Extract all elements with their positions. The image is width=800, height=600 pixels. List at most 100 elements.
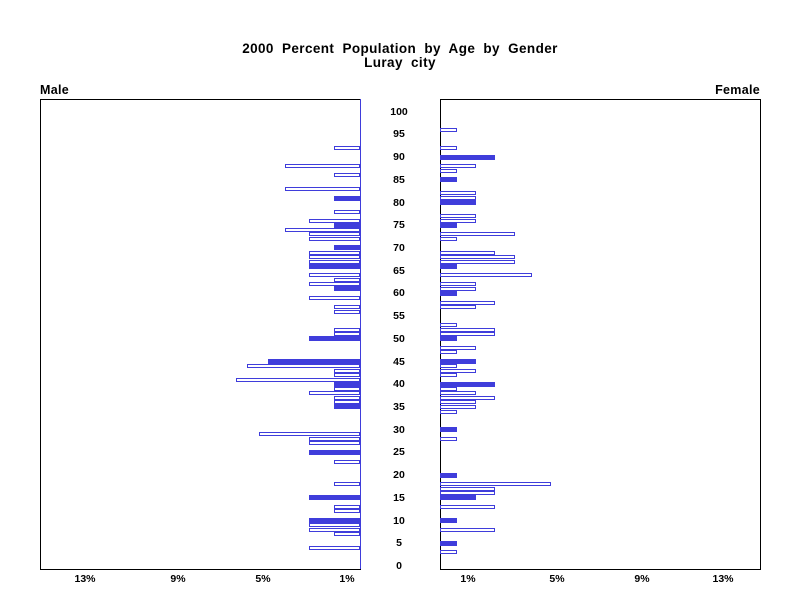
- male-bar-age-43: [334, 368, 360, 373]
- male-bar-age-75: [334, 222, 360, 228]
- male-bar-age-29: [259, 432, 360, 437]
- female-bar-age-51: [440, 332, 495, 337]
- male-bar-age-40: [334, 381, 360, 387]
- male-bar-age-72: [309, 236, 360, 241]
- age-tick-label-40: 40: [393, 378, 405, 391]
- male-bar-age-12: [334, 509, 360, 514]
- female-bar-age-5: [440, 540, 457, 546]
- male-baseline-axis: [360, 99, 361, 569]
- female-bar-age-68: [440, 255, 515, 260]
- male-panel: [40, 99, 361, 570]
- female-bar-age-52: [440, 327, 495, 332]
- male-bar-age-18: [334, 482, 360, 487]
- age-tick-label-30: 30: [393, 423, 405, 436]
- age-tick-label-0: 0: [396, 560, 402, 572]
- male-bar-age-37: [334, 395, 360, 400]
- male-bar-age-13: [334, 504, 360, 509]
- male-bar-age-66: [309, 263, 360, 269]
- female-bar-age-87: [440, 168, 457, 173]
- male-bar-age-38: [309, 391, 360, 396]
- male-bar-age-88: [285, 164, 360, 169]
- female-bar-age-40: [440, 381, 495, 387]
- female-bar-age-18: [440, 482, 551, 487]
- female-bar-age-57: [440, 305, 476, 310]
- male-bar-age-51: [334, 332, 360, 337]
- male-bar-age-42: [334, 373, 360, 378]
- male-bar-age-41: [236, 377, 360, 382]
- female-bar-age-48: [440, 345, 476, 350]
- age-tick-label-50: 50: [393, 332, 405, 345]
- female-bar-age-44: [440, 364, 457, 369]
- male-bar-age-69: [309, 250, 360, 255]
- female-bar-age-38: [440, 391, 476, 396]
- female-bar-age-39: [440, 386, 457, 391]
- male-bar-age-39: [334, 386, 360, 391]
- age-tick-label-15: 15: [393, 491, 405, 504]
- male-bar-age-78: [334, 209, 360, 214]
- female-bar-age-10: [440, 518, 457, 524]
- male-pct-tick-label-13: 13%: [74, 573, 96, 585]
- female-pct-tick-label-1: 1%: [460, 573, 476, 585]
- female-bar-age-34: [440, 409, 457, 414]
- male-bar-age-57: [334, 305, 360, 310]
- female-bar-age-66: [440, 263, 457, 269]
- female-bar-age-37: [440, 395, 495, 400]
- male-bar-age-10: [309, 518, 360, 524]
- male-bar-age-9: [309, 523, 360, 528]
- male-bar-age-23: [334, 459, 360, 464]
- female-pct-tick-label-5: 5%: [549, 573, 565, 585]
- age-tick-label-65: 65: [393, 264, 405, 277]
- female-bar-age-15: [440, 495, 476, 501]
- female-bar-age-30: [440, 427, 457, 433]
- male-bar-age-73: [309, 232, 360, 237]
- female-bar-age-28: [440, 436, 457, 441]
- male-bar-age-68: [309, 255, 360, 260]
- male-bar-age-92: [334, 146, 360, 151]
- female-bar-age-13: [440, 504, 495, 509]
- male-bar-age-64: [309, 273, 360, 278]
- female-bar-age-77: [440, 214, 476, 219]
- male-panel-label: Male: [40, 83, 69, 97]
- age-tick-label-25: 25: [393, 446, 405, 459]
- age-tick-label-95: 95: [393, 128, 405, 141]
- female-bar-age-75: [440, 222, 457, 228]
- female-bar-age-90: [440, 154, 495, 160]
- female-bar-age-73: [440, 232, 515, 237]
- male-bar-age-45: [268, 359, 360, 365]
- male-bar-age-83: [285, 186, 360, 191]
- male-bar-age-52: [334, 327, 360, 332]
- female-bar-age-42: [440, 373, 457, 378]
- female-bar-age-8: [440, 527, 495, 532]
- male-pct-tick-label-9: 9%: [170, 573, 186, 585]
- male-bar-age-4: [309, 545, 360, 550]
- male-bar-age-35: [334, 404, 360, 410]
- age-tick-label-80: 80: [393, 196, 405, 209]
- male-bar-age-7: [334, 532, 360, 537]
- female-bar-age-60: [440, 290, 457, 296]
- male-bar-age-25: [309, 449, 360, 455]
- male-pct-tick-label-1: 1%: [339, 573, 355, 585]
- male-bar-age-86: [334, 173, 360, 178]
- male-bar-age-81: [334, 195, 360, 201]
- male-bar-age-74: [285, 227, 360, 232]
- age-tick-label-85: 85: [393, 173, 405, 186]
- male-bar-age-28: [309, 436, 360, 441]
- female-bar-age-45: [440, 359, 476, 365]
- age-tick-label-5: 5: [396, 537, 402, 550]
- female-bar-age-43: [440, 368, 476, 373]
- female-pct-tick-label-13: 13%: [712, 573, 734, 585]
- male-bar-age-56: [334, 309, 360, 314]
- female-bar-age-76: [440, 218, 476, 223]
- female-bar-age-88: [440, 164, 476, 169]
- male-bar-age-50: [309, 336, 360, 342]
- age-tick-label-60: 60: [393, 287, 405, 300]
- age-tick-label-10: 10: [393, 514, 405, 527]
- female-bar-age-50: [440, 336, 457, 342]
- female-bar-age-53: [440, 323, 457, 328]
- age-tick-label-100: 100: [390, 105, 408, 118]
- male-bar-age-8: [309, 527, 360, 532]
- age-tick-label-90: 90: [393, 151, 405, 164]
- female-bar-age-80: [440, 200, 476, 206]
- age-tick-label-75: 75: [393, 219, 405, 232]
